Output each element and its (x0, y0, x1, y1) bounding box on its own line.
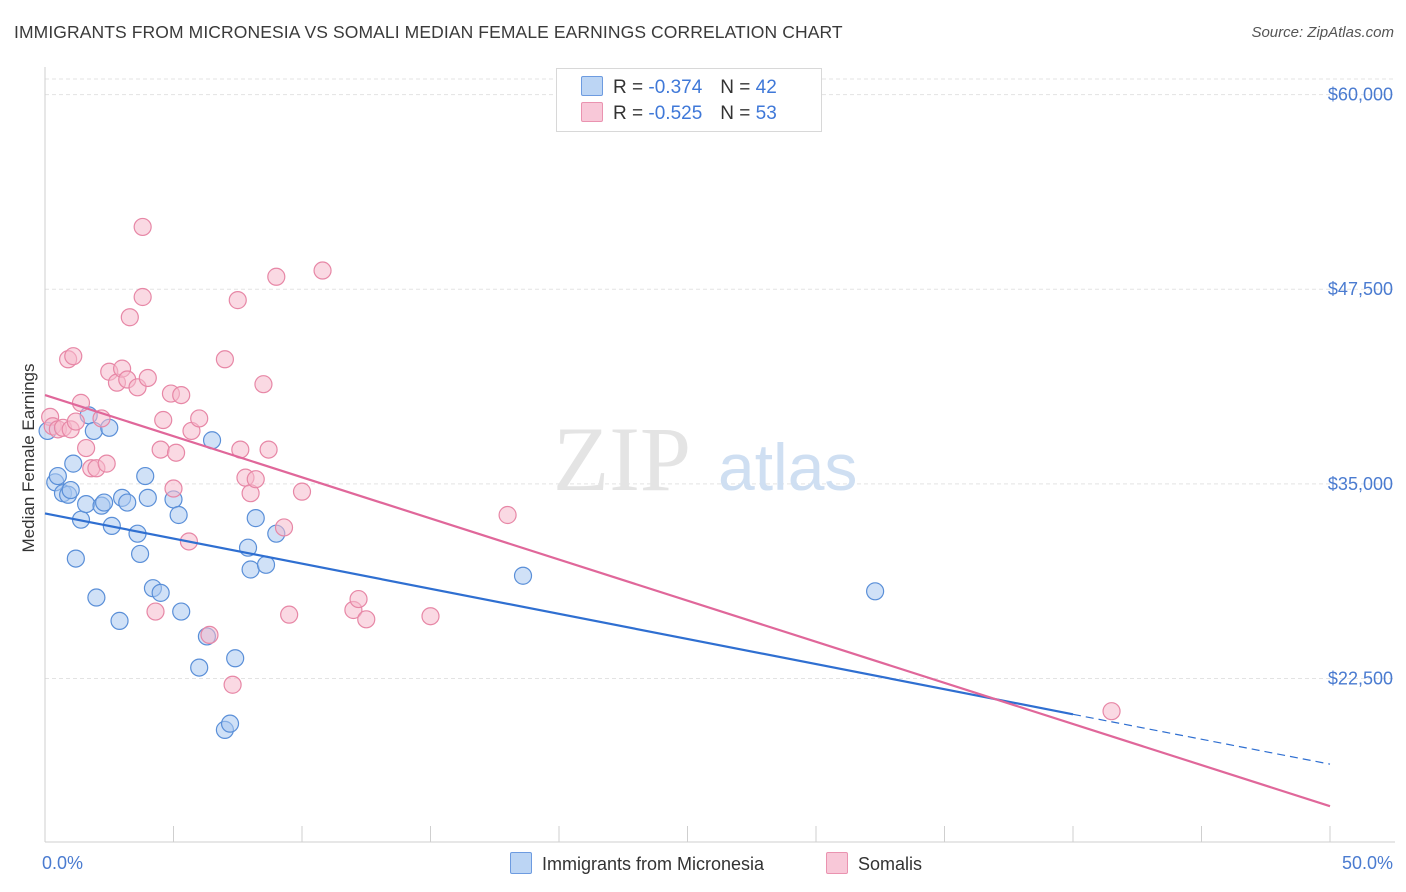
data-point-micronesia (77, 495, 96, 514)
data-point-somalis (254, 375, 273, 394)
legend-row-micronesia: R = -0.374 N = 42 (581, 76, 777, 100)
data-point-micronesia (190, 658, 209, 677)
data-point-micronesia (138, 488, 157, 507)
tick-labels: $22,500 $35,000 $47,500 $60,000 0.0% 50.0% (42, 85, 1393, 873)
legend-r-label: R = (613, 77, 644, 98)
data-point-micronesia (226, 649, 245, 668)
data-point-somalis (66, 412, 85, 431)
data-point-somalis (215, 350, 234, 369)
data-point-somalis (133, 287, 152, 307)
trend-lines (44, 394, 1331, 808)
bottom-legend-micronesia: Immigrants from Micronesia (510, 852, 764, 875)
data-point-somalis (166, 443, 186, 462)
legend-r-label: R = (613, 103, 644, 124)
y-tick-label: $22,500 (1328, 669, 1393, 689)
data-point-micronesia (61, 480, 80, 500)
bottom-legend-label: Somalis (858, 854, 923, 874)
data-point-micronesia (66, 549, 85, 568)
data-point-somalis (280, 605, 299, 624)
data-point-somalis (77, 438, 96, 458)
y-tick-label: $35,000 (1328, 474, 1393, 494)
series-somalis-points (41, 217, 1121, 721)
data-point-somalis (228, 291, 247, 310)
legend-n-value: 53 (755, 103, 777, 124)
bottom-legend-swatch-pink (826, 852, 848, 874)
data-point-micronesia (866, 582, 885, 601)
data-point-micronesia (136, 466, 155, 486)
data-point-somalis (164, 479, 183, 498)
legend-n-label: N = (720, 77, 751, 98)
trend-line-somalis (44, 394, 1331, 808)
data-point-somalis (349, 589, 368, 609)
data-point-somalis (498, 505, 517, 525)
data-point-micronesia (95, 493, 114, 512)
data-point-somalis (146, 602, 165, 621)
watermark-zip: ZIP (553, 408, 691, 510)
bottom-legend-somalis: Somalis (826, 852, 922, 875)
data-point-somalis (172, 386, 191, 405)
data-point-somalis (259, 440, 278, 459)
data-point-micronesia (241, 560, 260, 579)
data-point-somalis (151, 440, 170, 459)
data-point-somalis (120, 308, 139, 327)
data-point-micronesia (246, 509, 265, 528)
data-point-somalis (154, 410, 173, 430)
x-tick-label-max: 50.0% (1342, 853, 1393, 873)
y-axis-label: Median Female Earnings (19, 364, 38, 553)
data-point-micronesia (118, 493, 137, 512)
bottom-legend-label: Immigrants from Micronesia (542, 854, 765, 874)
legend-r-value: -0.525 (648, 103, 703, 124)
legend-row-somalis: R = -0.525 N = 53 (581, 102, 777, 126)
data-point-micronesia (87, 588, 106, 607)
chart-title: IMMIGRANTS FROM MICRONESIA VS SOMALI MED… (14, 22, 843, 42)
data-point-micronesia (151, 583, 170, 602)
data-point-micronesia (48, 466, 67, 486)
data-point-somalis (223, 675, 242, 694)
y-tick-label: $60,000 (1328, 85, 1393, 105)
data-point-somalis (1102, 702, 1121, 721)
data-point-somalis (274, 518, 294, 537)
data-point-somalis (292, 482, 312, 501)
data-point-micronesia (172, 602, 191, 621)
source-label: Source: ZipAtlas.com (1251, 24, 1394, 41)
legend-n-value: 42 (755, 77, 777, 98)
grid-lines (45, 78, 1395, 679)
x-tick-label-min: 0.0% (42, 853, 83, 873)
legend-r-value: -0.374 (648, 77, 703, 98)
data-point-somalis (190, 409, 209, 428)
data-point-micronesia (110, 611, 129, 630)
data-point-somalis (357, 610, 376, 629)
trend-line-micronesia-extension (1072, 713, 1331, 765)
bottom-legend-swatch-blue (510, 852, 532, 874)
legend-swatch-blue (581, 76, 603, 96)
data-point-somalis (200, 625, 219, 645)
data-point-somalis (246, 470, 265, 489)
legend-swatch-pink (581, 102, 603, 122)
legend-n-label: N = (720, 103, 751, 124)
data-point-somalis (97, 454, 116, 473)
legend: R = -0.374 N = 42 R = -0.525 N = 53 (556, 68, 822, 132)
data-point-micronesia (220, 714, 240, 733)
y-tick-label: $47,500 (1328, 279, 1393, 299)
data-point-micronesia (130, 544, 150, 564)
data-point-micronesia (169, 505, 188, 525)
trend-line-micronesia (44, 512, 1074, 716)
data-point-somalis (138, 368, 157, 388)
data-point-micronesia (64, 454, 83, 473)
data-point-micronesia (513, 566, 533, 585)
watermark: ZIP atlas (553, 408, 857, 510)
data-point-somalis (64, 347, 83, 366)
data-point-somalis (313, 261, 332, 280)
data-point-somalis (421, 607, 440, 626)
watermark-atlas: atlas (718, 430, 857, 504)
data-point-somalis (133, 217, 152, 237)
data-point-somalis (267, 267, 286, 286)
axes (44, 67, 1395, 843)
